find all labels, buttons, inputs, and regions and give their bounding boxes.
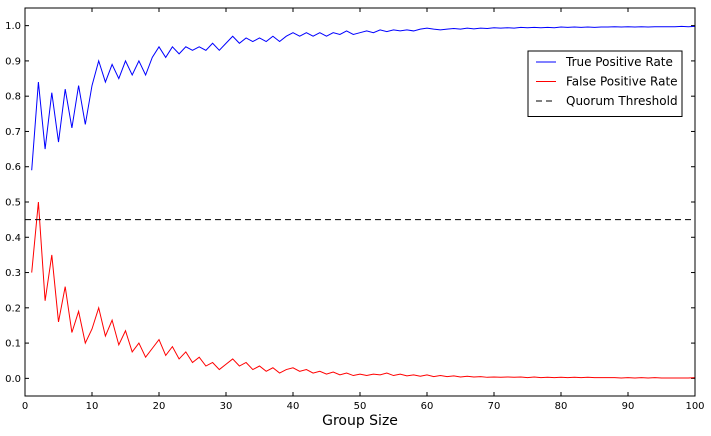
legend-label: True Positive Rate (565, 55, 673, 69)
x-axis-label: Group Size (322, 413, 398, 429)
y-tick-label: 0.9 (5, 56, 21, 67)
x-tick-label: 50 (354, 401, 367, 412)
x-tick-label: 60 (421, 401, 434, 412)
tick-labels: 0 10 20 30 40 50 60 70 80 90 100 0.0 0.1 0.2 0.3 0.4 0.5… (5, 21, 704, 412)
series-layer (25, 25, 696, 379)
y-tick-label: 0.4 (5, 233, 21, 244)
y-tick-label: 0.6 (5, 162, 21, 173)
x-tick-label: 90 (622, 401, 635, 412)
y-tick-label: 0.5 (5, 198, 21, 209)
x-tick-label: 20 (153, 401, 166, 412)
plot-frame (24, 7, 696, 397)
y-tick-label: 0.7 (5, 127, 21, 138)
y-tick-label: 0.0 (5, 374, 21, 385)
series-line-0 (31, 25, 696, 171)
x-tick-label: 70 (488, 401, 501, 412)
x-tick-label: 30 (220, 401, 233, 412)
y-tick-label: 1.0 (5, 21, 21, 32)
y-tick-label: 0.1 (5, 339, 21, 350)
y-tick-label: 0.3 (5, 268, 21, 279)
x-tick-label: 10 (86, 401, 99, 412)
x-tick-label: 40 (287, 401, 300, 412)
x-tick-label: 80 (555, 401, 568, 412)
x-tick-label: 100 (685, 401, 704, 412)
y-tick-label: 0.2 (5, 303, 21, 314)
y-tick-label: 0.8 (5, 92, 21, 103)
x-tick-label: 0 (22, 401, 28, 412)
legend-label: Quorum Threshold (566, 94, 678, 108)
legend-label: False Positive Rate (566, 75, 678, 89)
legend: True Positive Rate False Positive Rate Quo… (527, 50, 683, 117)
series-line-1 (31, 201, 696, 379)
